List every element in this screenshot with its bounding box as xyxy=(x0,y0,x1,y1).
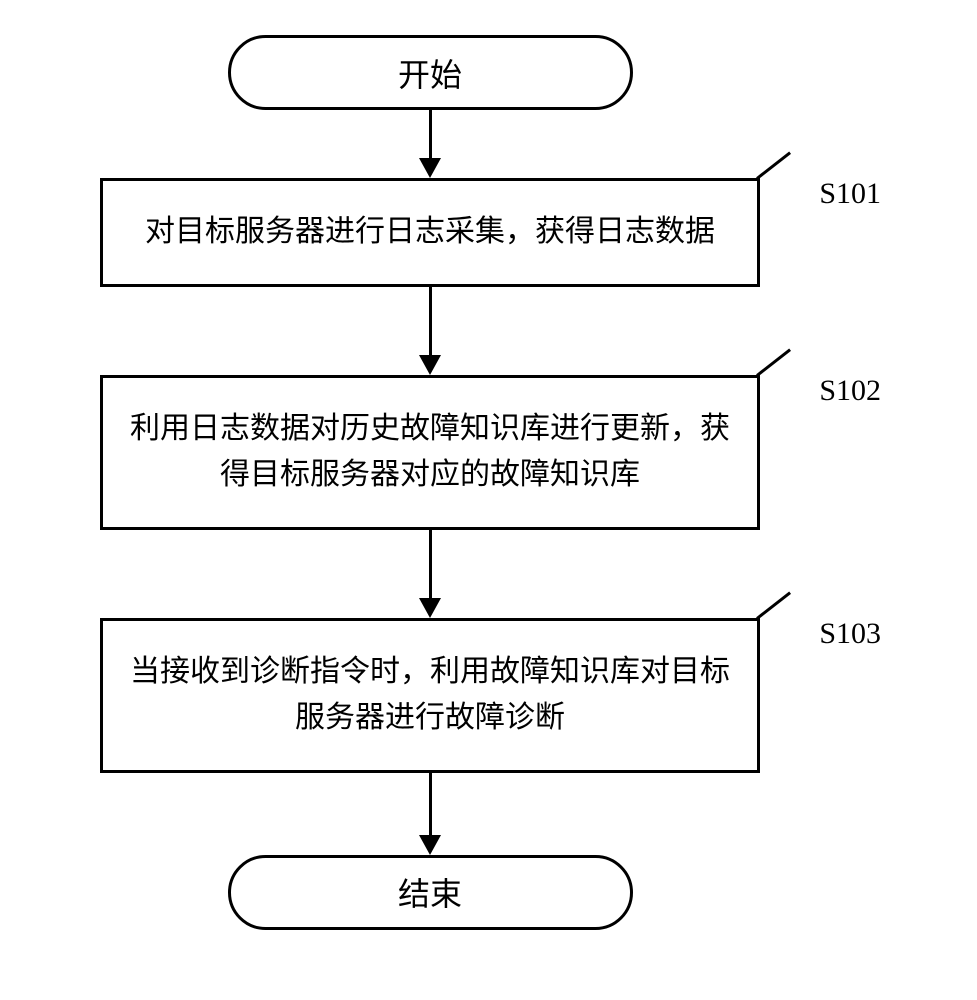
end-node: 结束 xyxy=(228,855,633,930)
step-2-tag: S102 xyxy=(819,368,881,415)
step-1-text: 对目标服务器进行日志采集，获得日志数据 xyxy=(145,209,715,256)
step-3-text: 当接收到诊断指令时，利用故障知识库对目标服务器进行故障诊断 xyxy=(123,649,737,742)
step-3-tag: S103 xyxy=(819,611,881,658)
step-1-tag: S101 xyxy=(819,171,881,218)
step-1-node: 对目标服务器进行日志采集，获得日志数据 S101 xyxy=(100,178,760,287)
arrow-head-icon xyxy=(419,158,441,178)
arrow-line xyxy=(429,287,432,359)
arrow-3 xyxy=(90,530,770,618)
arrow-line xyxy=(429,110,432,162)
flowchart-container: 开始 对目标服务器进行日志采集，获得日志数据 S101 利用日志数据对历史故障知… xyxy=(90,35,770,930)
step-3-node: 当接收到诊断指令时，利用故障知识库对目标服务器进行故障诊断 S103 xyxy=(100,618,760,773)
arrow-1 xyxy=(90,110,770,178)
arrow-line xyxy=(429,773,432,839)
arrow-line xyxy=(429,530,432,602)
start-label: 开始 xyxy=(398,50,462,96)
arrow-2 xyxy=(90,287,770,375)
arrow-head-icon xyxy=(419,355,441,375)
end-label: 结束 xyxy=(398,869,462,915)
step-2-text: 利用日志数据对历史故障知识库进行更新，获得目标服务器对应的故障知识库 xyxy=(123,406,737,499)
step-2-node: 利用日志数据对历史故障知识库进行更新，获得目标服务器对应的故障知识库 S102 xyxy=(100,375,760,530)
arrow-head-icon xyxy=(419,835,441,855)
arrow-4 xyxy=(90,773,770,855)
arrow-head-icon xyxy=(419,598,441,618)
start-node: 开始 xyxy=(228,35,633,110)
